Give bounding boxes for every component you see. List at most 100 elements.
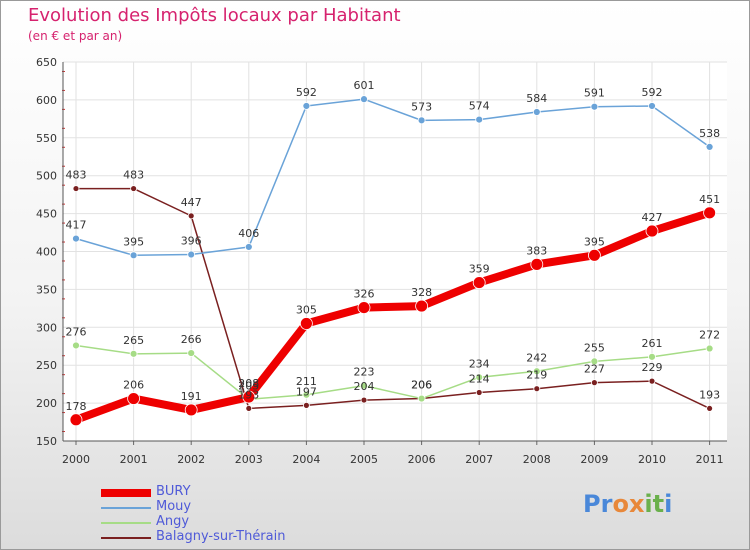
data-label-bury: 383 (526, 244, 547, 257)
data-point-mouy (590, 102, 599, 111)
data-point-angy (705, 344, 714, 353)
logo-letter: i (644, 490, 653, 518)
data-point-mouy (648, 102, 656, 110)
data-label-balagny-sur-th-rain: 197 (296, 385, 317, 398)
data-label-mouy: 417 (66, 219, 87, 232)
y-tick-label: 650 (36, 56, 57, 69)
data-label-angy: 266 (181, 333, 202, 346)
x-tick-label: 2011 (696, 453, 724, 466)
data-label-mouy: 538 (699, 127, 720, 140)
x-tick-label: 2002 (177, 453, 205, 466)
legend-swatch (101, 537, 151, 539)
series-line-bury (72, 208, 714, 424)
y-tick-label: 400 (36, 246, 57, 259)
data-point-bury (588, 248, 601, 262)
proxiti-logo: Proxiti (583, 490, 672, 518)
data-label-angy: 206 (411, 379, 432, 392)
y-tick-label: 300 (36, 321, 57, 334)
data-point-bury (357, 301, 371, 314)
data-label-mouy: 592 (642, 86, 663, 99)
data-point-mouy (302, 102, 311, 110)
data-label-angy: 242 (526, 351, 547, 364)
data-point-angy (417, 394, 426, 403)
data-point-balagny-sur-th-rain (533, 385, 541, 393)
data-point-bury (299, 317, 313, 330)
data-point-bury (530, 257, 544, 271)
y-tick-label: 500 (36, 170, 57, 183)
logo-letter: t (652, 490, 665, 518)
data-point-mouy (475, 115, 484, 124)
data-point-bury (472, 276, 486, 289)
x-tick-label: 2007 (465, 453, 493, 466)
data-point-balagny-sur-th-rain (302, 401, 310, 409)
series-line-mouy (75, 98, 711, 257)
data-label-bury: 326 (354, 288, 375, 301)
data-label-angy: 234 (469, 357, 490, 370)
data-point-balagny-sur-th-rain (72, 185, 80, 192)
data-point-angy (72, 341, 80, 350)
data-label-bury: 208 (238, 377, 259, 390)
data-label-bury: 359 (469, 263, 490, 276)
data-label-balagny-sur-th-rain: 214 (469, 372, 490, 385)
data-point-bury (184, 403, 198, 417)
data-label-mouy: 591 (584, 87, 605, 100)
chart-title: Evolution des Impôts locaux par Habitant (28, 5, 401, 26)
data-label-angy: 223 (354, 366, 375, 379)
data-point-mouy (532, 108, 541, 116)
data-point-balagny-sur-th-rain (706, 405, 713, 412)
x-tick-label: 2000 (62, 453, 90, 466)
legend-label: Mouy (156, 499, 192, 514)
data-point-angy (475, 373, 484, 382)
data-label-angy: 276 (66, 325, 87, 338)
x-tick-label: 2003 (235, 453, 263, 466)
legend-label: Balagny-sur-Thérain (156, 529, 286, 544)
data-label-angy: 211 (296, 375, 317, 388)
x-tick-label: 2001 (120, 453, 148, 466)
data-label-bury: 451 (699, 193, 720, 206)
logo-letter: o (612, 490, 629, 518)
chart-subtitle: (en € et par an) (28, 29, 123, 43)
data-label-balagny-sur-th-rain: 229 (642, 361, 663, 374)
data-label-mouy: 584 (526, 92, 547, 105)
logo-letter: i (664, 490, 673, 518)
legend-item: Balagny-sur-Thérain (101, 529, 361, 545)
data-point-angy (590, 357, 599, 366)
y-tick-label: 200 (36, 397, 57, 410)
data-point-bury (645, 224, 659, 238)
data-label-bury: 191 (181, 390, 202, 403)
data-point-angy (187, 349, 196, 357)
data-point-balagny-sur-th-rain (648, 377, 656, 385)
data-label-mouy: 396 (181, 235, 202, 248)
data-label-bury: 178 (66, 400, 87, 413)
data-point-bury (127, 392, 141, 405)
logo-letter: r (600, 490, 613, 518)
data-label-angy: 265 (123, 334, 144, 347)
legend-label: Angy (156, 514, 190, 529)
legend-swatch (101, 489, 151, 497)
data-label-mouy: 406 (238, 227, 259, 240)
legend-label: BURY (156, 484, 191, 499)
data-point-angy (302, 390, 311, 399)
data-point-balagny-sur-th-rain (187, 212, 195, 220)
data-point-balagny-sur-th-rain (475, 389, 483, 396)
data-point-mouy (187, 250, 196, 259)
x-tick-label: 2008 (523, 453, 551, 466)
data-point-mouy (244, 243, 253, 251)
data-label-balagny-sur-th-rain: 206 (411, 379, 432, 392)
data-point-angy (360, 381, 368, 390)
data-point-mouy (705, 142, 714, 151)
legend-swatch (101, 522, 151, 524)
y-tick-label: 450 (36, 208, 57, 221)
data-label-balagny-sur-th-rain: 447 (181, 196, 202, 209)
data-label-balagny-sur-th-rain: 193 (238, 388, 259, 401)
data-point-balagny-sur-th-rain (591, 379, 598, 387)
data-label-balagny-sur-th-rain: 204 (354, 380, 375, 393)
data-point-bury (242, 390, 256, 404)
data-label-balagny-sur-th-rain: 227 (584, 363, 605, 376)
y-tick-label: 150 (36, 435, 57, 448)
data-point-bury (69, 413, 83, 427)
data-label-angy: 205 (238, 379, 259, 392)
data-label-mouy: 574 (469, 100, 490, 113)
x-tick-label: 2004 (292, 453, 320, 466)
